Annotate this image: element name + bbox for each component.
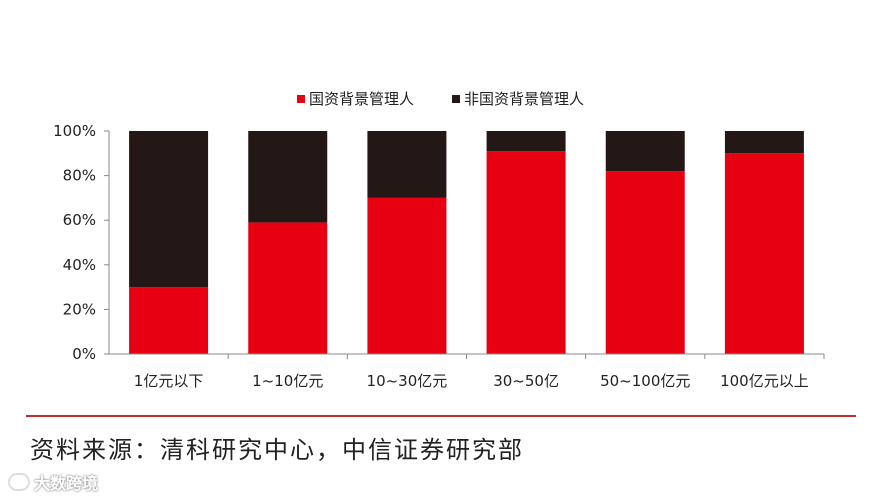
y-tick-label: 40% (63, 256, 96, 274)
legend-swatch-state-owned (297, 95, 305, 103)
watermark-text: 大数跨境 (34, 474, 99, 493)
footer-divider (26, 415, 856, 417)
bar-segment-non-state-owned (724, 131, 804, 154)
watermark-logo-icon (8, 473, 30, 491)
x-tick-label: 10~30亿元 (367, 372, 448, 390)
x-tick-label: 1~10亿元 (252, 372, 323, 390)
bar-segment-state-owned (724, 153, 804, 354)
bar-segment-non-state-owned (129, 131, 209, 288)
y-tick-label: 20% (63, 300, 96, 318)
legend-label-non-state-owned: 非国资背景管理人 (464, 90, 584, 108)
y-axis: 0% 20% 40% 60% 80% 100% (53, 122, 110, 363)
x-tick-label: 30~50亿 (493, 372, 559, 390)
bar-segment-non-state-owned (605, 131, 685, 172)
y-tick-label: 80% (63, 167, 96, 185)
chart-legend: 国资背景管理人 非国资背景管理人 (297, 90, 584, 108)
bar-segment-non-state-owned (248, 131, 328, 223)
bar-segment-state-owned (486, 151, 566, 354)
y-tick-label: 60% (63, 211, 96, 229)
x-axis: 1亿元以下 1~10亿元 10~30亿元 30~50亿 50~100亿元 100亿元以上 (134, 354, 825, 390)
bar-segment-state-owned (129, 287, 209, 354)
bar-segment-state-owned (248, 222, 328, 354)
watermark: 大数跨境 (8, 470, 98, 494)
source-note: 资料来源：清科研究中心，中信证券研究部 (30, 436, 524, 464)
bar-segment-state-owned (605, 171, 685, 354)
x-tick-label: 100亿元以上 (720, 372, 809, 390)
y-tick-label: 100% (53, 122, 96, 140)
x-tick-label: 1亿元以下 (134, 372, 204, 390)
legend-swatch-non-state-owned (452, 95, 460, 103)
y-tick-label: 0% (72, 345, 96, 363)
bar-segment-state-owned (367, 197, 447, 354)
bar-segment-non-state-owned (486, 131, 566, 152)
x-tick-label: 50~100亿元 (600, 372, 690, 390)
legend-label-state-owned: 国资背景管理人 (309, 90, 414, 108)
bar-segment-non-state-owned (367, 131, 447, 198)
bars-group (129, 131, 804, 354)
